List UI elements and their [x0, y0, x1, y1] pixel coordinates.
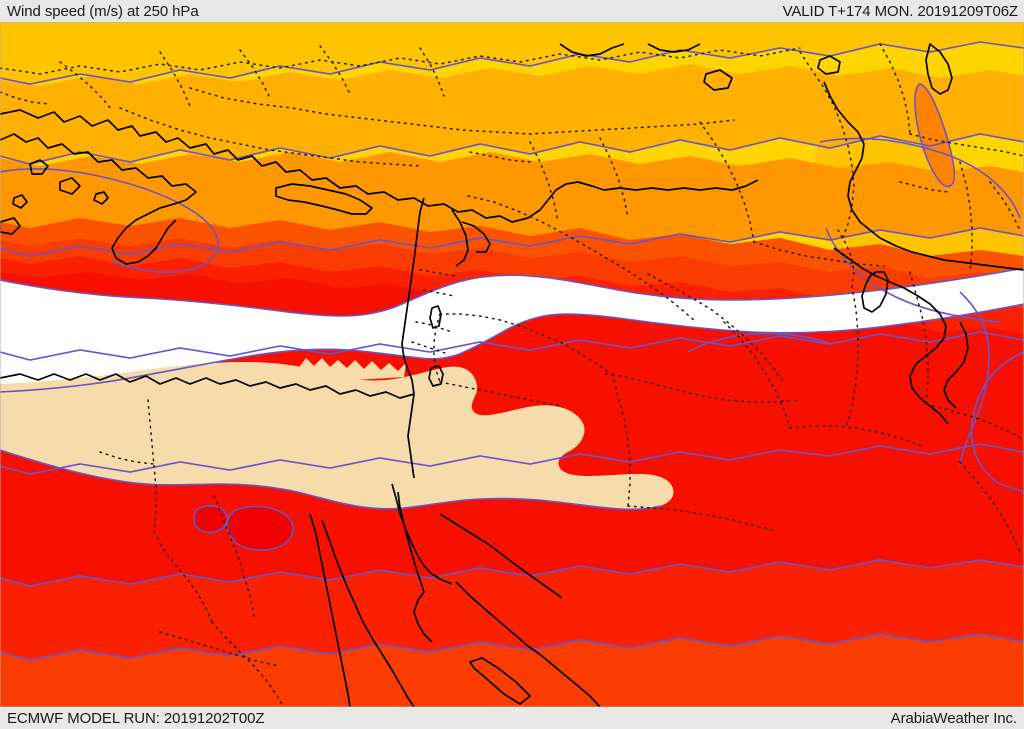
contour-blob-red-1: [227, 506, 293, 550]
contour-map-svg[interactable]: [0, 22, 1024, 707]
contour-blob-red-2: [194, 506, 228, 533]
header-bar: Wind speed (m/s) at 250 hPa VALID T+174 …: [0, 0, 1024, 22]
model-run-label: ECMWF MODEL RUN: 20191202T00Z: [7, 709, 265, 727]
contour-band-85-tan: [0, 362, 674, 510]
valid-time-label: VALID T+174 MON. 20191209T06Z: [782, 2, 1019, 20]
contour-band-85-edge-detail: [300, 358, 406, 383]
page-title: Wind speed (m/s) at 250 hPa: [7, 2, 199, 20]
wind-speed-map[interactable]: [0, 22, 1024, 707]
coastlines: [0, 43, 1024, 707]
attribution-label: ArabiaWeather Inc.: [890, 709, 1017, 727]
contour-lines: [0, 41, 1024, 661]
political-borders: [0, 43, 1024, 707]
footer-bar: ECMWF MODEL RUN: 20191202T00Z ArabiaWeat…: [0, 707, 1024, 729]
contour-streak-iran: [914, 84, 955, 187]
contour-band-40: [0, 64, 1024, 164]
contour-band-35: [0, 22, 1024, 84]
